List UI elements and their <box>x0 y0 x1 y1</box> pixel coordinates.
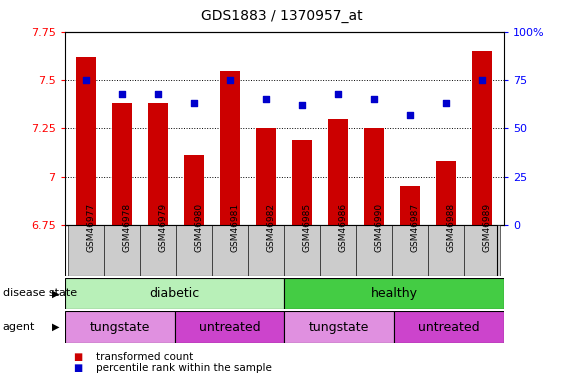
Bar <box>464 225 501 276</box>
Bar <box>436 161 456 225</box>
Bar <box>140 225 176 276</box>
Text: untreated: untreated <box>199 321 260 334</box>
Bar <box>284 278 504 309</box>
Point <box>262 96 271 102</box>
Text: diabetic: diabetic <box>149 287 200 300</box>
Text: GSM46990: GSM46990 <box>374 203 383 252</box>
Bar <box>328 119 348 225</box>
Bar <box>356 225 392 276</box>
Point <box>190 100 199 106</box>
Text: GSM46987: GSM46987 <box>410 203 419 252</box>
Text: healthy: healthy <box>370 287 418 300</box>
Bar <box>472 51 492 225</box>
Text: ■: ■ <box>73 352 82 362</box>
Text: untreated: untreated <box>418 321 480 334</box>
Text: GSM46985: GSM46985 <box>302 203 311 252</box>
Bar <box>292 140 312 225</box>
Text: ▶: ▶ <box>52 288 59 298</box>
Point <box>226 77 235 83</box>
Text: transformed count: transformed count <box>96 352 193 362</box>
Bar <box>113 104 132 225</box>
Point <box>442 100 451 106</box>
Bar <box>175 311 284 343</box>
Text: percentile rank within the sample: percentile rank within the sample <box>96 363 271 373</box>
Bar <box>392 225 428 276</box>
Bar <box>248 225 284 276</box>
Text: GDS1883 / 1370957_at: GDS1883 / 1370957_at <box>200 9 363 23</box>
Text: GSM46989: GSM46989 <box>482 203 491 252</box>
Bar <box>284 225 320 276</box>
Bar <box>185 156 204 225</box>
Bar <box>212 225 248 276</box>
Text: tungstate: tungstate <box>309 321 369 334</box>
Text: GSM46977: GSM46977 <box>86 203 95 252</box>
Text: GSM46978: GSM46978 <box>122 203 131 252</box>
Text: GSM46988: GSM46988 <box>446 203 455 252</box>
Bar <box>256 128 276 225</box>
Bar <box>428 225 464 276</box>
Point <box>334 91 343 97</box>
Point <box>406 112 415 118</box>
Text: GSM46982: GSM46982 <box>266 203 275 252</box>
Text: GSM46981: GSM46981 <box>230 203 239 252</box>
Point <box>478 77 487 83</box>
Text: agent: agent <box>3 322 35 332</box>
Point <box>370 96 379 102</box>
Bar <box>65 311 175 343</box>
Bar <box>284 311 394 343</box>
Point <box>154 91 163 97</box>
Text: tungstate: tungstate <box>90 321 150 334</box>
Point <box>82 77 91 83</box>
Bar <box>400 186 420 225</box>
Bar <box>176 225 212 276</box>
Bar <box>77 57 96 225</box>
Bar <box>65 278 284 309</box>
Text: ■: ■ <box>73 363 82 373</box>
Text: ▶: ▶ <box>52 322 59 332</box>
Bar <box>394 311 504 343</box>
Point <box>298 102 307 108</box>
Text: GSM46986: GSM46986 <box>338 203 347 252</box>
Bar <box>149 104 168 225</box>
Point <box>118 91 127 97</box>
Bar <box>364 128 384 225</box>
Bar <box>68 225 104 276</box>
Text: GSM46979: GSM46979 <box>158 203 167 252</box>
Bar <box>320 225 356 276</box>
Text: GSM46980: GSM46980 <box>194 203 203 252</box>
Bar <box>221 70 240 225</box>
Bar <box>104 225 140 276</box>
Text: disease state: disease state <box>3 288 77 298</box>
